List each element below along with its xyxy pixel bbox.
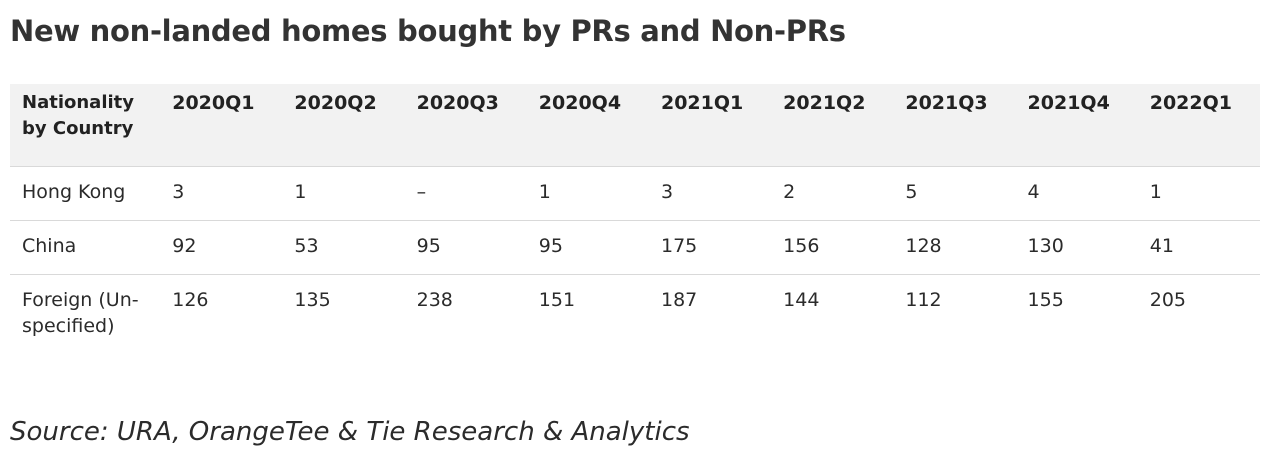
table-row: Foreign (Un-specified) 126 135 238 151 1… bbox=[10, 275, 1260, 368]
table-cell: 126 bbox=[172, 289, 209, 311]
table-cell: 1 bbox=[1137, 166, 1260, 221]
column-header-cell: 2021Q3 bbox=[893, 84, 1016, 167]
table-cell: – bbox=[404, 166, 527, 221]
table-cell: 128 bbox=[893, 220, 1016, 275]
chart-title: New non-landed homes bought by PRs and N… bbox=[10, 14, 846, 48]
table-cell: 112 bbox=[905, 289, 942, 311]
column-header-cell: 2020Q2 bbox=[282, 84, 405, 167]
table-cell: 5 bbox=[893, 166, 1016, 221]
table-cell: 175 bbox=[648, 220, 772, 275]
row-label-cell: Hong Kong bbox=[10, 166, 161, 221]
column-header-cell: 2020Q4 bbox=[526, 84, 649, 167]
table-cell: 92 bbox=[160, 220, 283, 275]
table-cell: 3 bbox=[648, 166, 772, 221]
table-cell: 3 bbox=[160, 166, 283, 221]
table-cell: 144 bbox=[783, 289, 820, 311]
table-cell: 155 bbox=[1027, 289, 1064, 311]
table-cell: 95 bbox=[526, 220, 649, 275]
source-note: Source: URA, OrangeTee & Tie Research & … bbox=[10, 417, 690, 447]
table-cell: 205 bbox=[1149, 289, 1186, 311]
data-table: Nationality by Country 2020Q1 2020Q2 202… bbox=[10, 84, 1260, 367]
table-row: Hong Kong 3 1 – 1 3 2 5 4 1 bbox=[10, 166, 1260, 221]
column-header-cell: 2020Q3 bbox=[404, 84, 527, 167]
table-cell: 187 bbox=[660, 289, 698, 311]
table-cell: 53 bbox=[282, 220, 405, 275]
table-header-row: Nationality by Country 2020Q1 2020Q2 202… bbox=[10, 84, 1260, 167]
table-row: China 92 53 95 95 175 156 128 130 41 bbox=[10, 220, 1260, 275]
table-cell: 4 bbox=[1015, 166, 1138, 221]
column-header-cell: 2022Q1 bbox=[1137, 84, 1260, 167]
table-cell: 1 bbox=[282, 166, 405, 221]
table-cell: 41 bbox=[1137, 220, 1260, 275]
column-header-cell: 2020Q1 bbox=[160, 84, 283, 167]
table-cell: 238 bbox=[416, 289, 453, 311]
column-header-cell: 2021Q2 bbox=[771, 84, 894, 167]
row-label-cell: China bbox=[10, 220, 161, 275]
table-cell: 95 bbox=[404, 220, 527, 275]
table-cell: 2 bbox=[771, 166, 894, 221]
table-cell: 1 bbox=[526, 166, 649, 221]
column-header-cell: 2021Q1 bbox=[648, 84, 772, 167]
row-header-cell: Nationality by Country bbox=[10, 84, 161, 167]
table-cell: 130 bbox=[1015, 220, 1138, 275]
table-cell: 151 bbox=[538, 289, 576, 311]
row-label-cell: Foreign (Un-specified) bbox=[22, 289, 139, 337]
column-header-cell: 2021Q4 bbox=[1015, 84, 1138, 167]
table-cell: 156 bbox=[771, 220, 894, 275]
table-cell: 135 bbox=[294, 289, 331, 311]
